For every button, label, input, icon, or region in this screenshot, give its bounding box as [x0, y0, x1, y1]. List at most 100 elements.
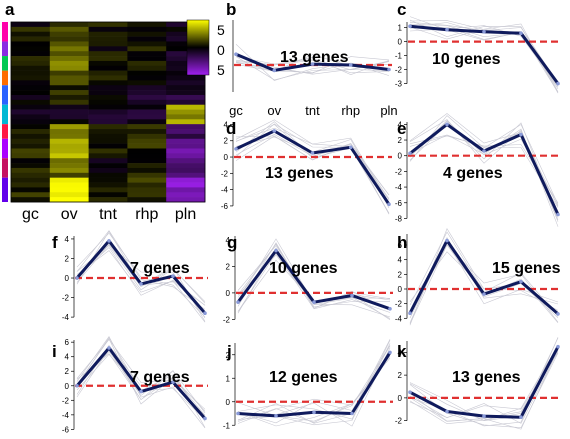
heatmap-cell — [127, 51, 167, 57]
heatmap-cell — [11, 143, 51, 149]
gene-profile-line — [409, 113, 559, 207]
heatmap-cell — [11, 104, 51, 110]
mean-profile-point — [272, 68, 277, 73]
mean-profile-point — [445, 122, 449, 127]
gene-count-label: 13 genes — [265, 165, 334, 182]
heatmap-cell — [49, 153, 89, 159]
gene-profile-line — [235, 56, 390, 74]
heatmap-cell — [166, 22, 206, 28]
line-panel-i: i 6 4 2 0 -2 -4 -6 7 genes — [52, 336, 208, 434]
heatmap-cell — [88, 109, 128, 115]
mean-profile-point — [312, 410, 316, 415]
mean-profile-point — [310, 62, 315, 66]
heatmap-cell — [127, 133, 167, 140]
heatmap-cell — [166, 153, 206, 159]
mean-profile-point — [519, 132, 523, 137]
cluster-side-bar — [2, 22, 8, 42]
heatmap-cell — [166, 119, 206, 125]
line-panel-b: b 13 genes gc ov tnt rhp pln — [226, 0, 398, 118]
heatmap-cell — [49, 65, 89, 71]
mean-profile-point — [350, 411, 354, 416]
cluster-side-bar — [2, 124, 8, 139]
y-tick-label: 6 — [398, 241, 403, 250]
heatmap-cell — [49, 177, 89, 183]
heatmap-cell — [127, 177, 167, 183]
heatmap-cell — [88, 163, 128, 169]
y-tick-label: 1 — [226, 374, 231, 383]
heatmap-cell — [49, 56, 89, 62]
heatmap-cell — [88, 94, 128, 101]
y-tick-label: -4 — [62, 313, 70, 322]
heatmap-cell — [49, 60, 89, 67]
mean-profile-point — [348, 145, 353, 150]
mean-profile-point — [408, 151, 412, 156]
heatmap-cell — [49, 172, 89, 178]
heatmap-cell — [88, 197, 128, 203]
heatmap-cell — [49, 119, 89, 125]
y-tick-label: 0 — [65, 274, 70, 283]
y-tick-label: 4 — [398, 120, 403, 129]
x-category-label: gc — [229, 103, 243, 118]
heatmap-cell — [166, 51, 206, 57]
gene-count-label: 12 genes — [269, 369, 338, 386]
heatmap-cell — [166, 129, 206, 135]
heatmap-cell — [127, 148, 167, 154]
panel-label-g: g — [227, 233, 237, 252]
y-tick-label: 0 — [398, 38, 403, 47]
gene-profile-line — [76, 336, 206, 429]
heatmap-cell — [166, 109, 206, 115]
gene-profile-line — [237, 345, 391, 422]
heatmap-cell — [88, 153, 128, 159]
line-panel-j: j2 1 0 -1 12 genes — [223, 339, 393, 430]
heatmap-cell — [166, 158, 206, 164]
heatmap-cell — [49, 182, 89, 188]
heatmap-cell — [88, 187, 128, 193]
heatmap-cell — [166, 148, 206, 154]
heatmap-cell — [166, 46, 206, 52]
mean-profile-point — [203, 311, 207, 316]
mean-profile-point — [234, 52, 238, 56]
y-tick-label: -4 — [395, 183, 403, 192]
colorbar — [186, 19, 210, 76]
heatmap-cell — [88, 36, 128, 42]
heatmap-category-label: tnt — [99, 206, 117, 223]
panel-label-j: j — [226, 342, 232, 361]
heatmap-cell — [166, 182, 206, 188]
heatmap-cell — [49, 167, 89, 174]
y-tick-label: -2 — [223, 315, 231, 324]
line-panel-c: c 1 0 -1 -2 -3 10 genes — [395, 0, 561, 94]
panel-label-h: h — [397, 233, 407, 252]
y-tick-label: 2 — [226, 262, 231, 271]
heatmap-cell — [49, 109, 89, 115]
heatmap-cell — [88, 129, 128, 135]
y-tick-label: 4 — [65, 353, 70, 362]
heatmap-cell — [166, 192, 206, 198]
heatmap-cell — [88, 90, 128, 96]
heatmap-cell — [11, 22, 51, 28]
heatmap-cell — [127, 26, 167, 33]
y-tick-label: -6 — [395, 199, 403, 208]
mean-profile-point — [482, 414, 486, 418]
y-tick-label: 2 — [398, 270, 403, 279]
mean-profile-point — [445, 27, 449, 32]
heatmap-cell — [11, 94, 51, 101]
mean-profile-point — [482, 292, 486, 296]
y-tick-label: -1 — [395, 52, 403, 61]
heatmap-cell — [49, 124, 89, 130]
mean-profile-point — [272, 129, 277, 133]
heatmap-cell — [127, 75, 167, 81]
heatmap-cell — [88, 143, 128, 149]
heatmap-cell — [127, 143, 167, 149]
heatmap-cell — [127, 94, 167, 101]
heatmap-cell — [166, 172, 206, 178]
y-tick-label: 4 — [398, 348, 403, 357]
gene-profile-line — [237, 252, 391, 313]
cluster-side-bar — [2, 85, 8, 105]
cluster-side-bar — [2, 158, 8, 178]
y-tick-label: 0 — [226, 289, 231, 298]
panel-label-b: b — [226, 0, 236, 19]
y-tick-label: 2 — [398, 136, 403, 145]
heatmap-cell — [166, 99, 206, 106]
heatmap-cell — [88, 172, 128, 178]
gene-profile-line — [409, 241, 559, 319]
